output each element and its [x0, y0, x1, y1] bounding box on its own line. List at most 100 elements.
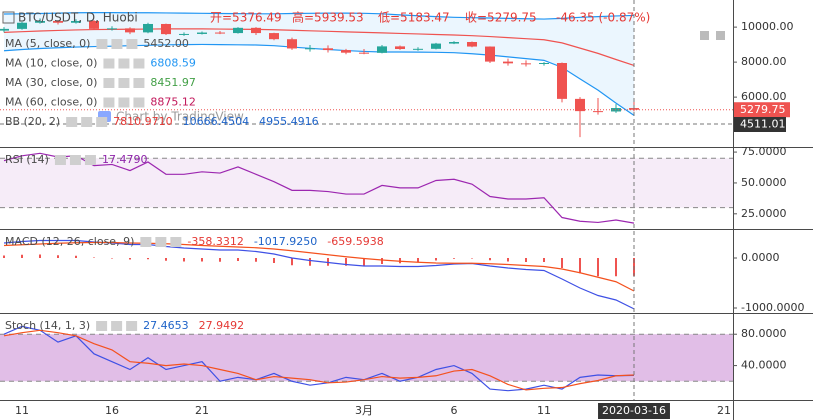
indicator-value: 8875.12: [150, 96, 196, 109]
legend-close-icon[interactable]: [133, 78, 145, 88]
indicator-value: -358.3312: [187, 235, 243, 248]
indicator-value: 5452.00: [143, 37, 189, 50]
indicator-value: 6808.59: [150, 57, 196, 70]
legend-close-icon[interactable]: [126, 39, 138, 49]
histogram-bar: [201, 258, 203, 262]
histogram-bar: [435, 258, 437, 261]
candle-body: [377, 46, 387, 53]
x-tick-label: 11: [15, 404, 29, 417]
header: BTC/USDT, D, Huobi 开=5376.49 高=5939.53 低…: [2, 10, 650, 25]
histogram-bar: [147, 258, 149, 260]
pane: [0, 325, 733, 392]
indicator-line: [3, 28, 635, 67]
candle-body: [323, 48, 333, 51]
x-tick-label: 16: [105, 404, 119, 417]
candle-body: [143, 23, 153, 33]
legend-settings-icon[interactable]: [81, 117, 93, 127]
pane: [0, 152, 733, 224]
crosshair-date-box: [598, 403, 670, 419]
indicator-value: 8451.97: [150, 76, 196, 89]
histogram-bar: [111, 258, 113, 259]
low: 低=5183.47: [378, 11, 450, 25]
y-tick-label: 75.0000: [741, 145, 787, 158]
legend-settings-icon[interactable]: [118, 97, 130, 108]
histogram-bar: [381, 258, 383, 264]
band-fill: [0, 158, 733, 208]
candle-body: [287, 39, 297, 49]
histogram-bar: [345, 258, 347, 266]
candle-body: [431, 43, 441, 49]
band-fill: [0, 334, 733, 382]
x-tick-label: 11: [537, 404, 551, 417]
scroll-down[interactable]: [700, 31, 709, 40]
candle-body: [539, 63, 549, 64]
candle-body: [53, 21, 63, 23]
candle-body: [125, 28, 135, 33]
indicator-name: Stoch (14, 1, 3): [5, 319, 90, 332]
histogram-bar: [453, 258, 455, 259]
indicator-value: 10666.4504: [183, 115, 249, 128]
legend-eye-icon[interactable]: [103, 78, 115, 88]
legend-eye-icon[interactable]: [103, 97, 115, 108]
scroll-up[interactable]: [716, 31, 725, 40]
histogram-bar: [183, 258, 185, 262]
histogram-bar: [273, 258, 275, 263]
candle-body: [575, 98, 585, 112]
candle-body: [395, 46, 405, 49]
indicator-line: [3, 12, 635, 20]
y-tick-label: 80.0000: [741, 327, 787, 340]
histogram-bar: [291, 258, 293, 266]
indicator-line: [3, 152, 635, 224]
legend-settings-icon[interactable]: [118, 58, 130, 69]
indicator-name: MA (10, close, 0): [5, 57, 97, 70]
candle-body: [251, 27, 261, 34]
y-tick-label: 8000.00: [741, 55, 787, 68]
legend-close-icon[interactable]: [170, 237, 182, 247]
close: 收=5279.75: [465, 11, 537, 25]
legend-close-icon[interactable]: [96, 117, 108, 127]
histogram-bar: [543, 258, 545, 262]
indicator-line: [3, 241, 635, 292]
legend-settings-icon[interactable]: [111, 39, 123, 49]
indicator-name: BB (20, 2): [5, 115, 60, 128]
toolbar-icons[interactable]: [700, 31, 725, 40]
indicator-name: MACD (12, 26, close, 9): [5, 235, 134, 248]
histogram-bar: [93, 257, 95, 258]
legend-close-icon[interactable]: [133, 58, 145, 69]
histogram-bar: [21, 254, 23, 258]
candle-body: [269, 33, 279, 40]
pane: [3, 239, 635, 310]
last-price-box: [734, 102, 790, 118]
legend-settings-icon[interactable]: [111, 321, 123, 331]
y-tick-label: 10000.00: [741, 20, 794, 33]
legend-close-icon[interactable]: [84, 155, 96, 165]
candle-body: [413, 48, 423, 50]
legend-eye-icon[interactable]: [66, 117, 78, 127]
histogram-bar: [597, 258, 599, 277]
histogram-bar: [489, 258, 491, 261]
legend-eye-icon[interactable]: [96, 321, 108, 331]
legend-eye-icon[interactable]: [103, 58, 115, 69]
legend-close-icon[interactable]: [133, 97, 145, 108]
crosshair-price-box: [734, 117, 786, 132]
legend-eye-icon[interactable]: [96, 39, 108, 49]
y-tick-label: -1000.0000: [741, 301, 804, 314]
legend-close-icon[interactable]: [126, 321, 138, 331]
y-tick-label: 25.0000: [741, 207, 787, 220]
legend-settings-icon[interactable]: [155, 237, 167, 247]
candle-body: [449, 42, 459, 44]
histogram-bar: [255, 258, 257, 262]
histogram-bar: [3, 255, 5, 258]
histogram-bar: [219, 258, 221, 262]
indicator-name: MA (30, close, 0): [5, 76, 97, 89]
legend-eye-icon[interactable]: [140, 237, 152, 247]
candle-body: [0, 28, 9, 31]
watermark-text: Chart by TradingView: [116, 110, 244, 124]
legend-eye-icon[interactable]: [54, 155, 66, 165]
legend-settings-icon[interactable]: [69, 155, 81, 165]
indicator-value: 17.4790: [102, 153, 148, 166]
histogram-bar: [39, 254, 41, 258]
legend-settings-icon[interactable]: [118, 78, 130, 88]
